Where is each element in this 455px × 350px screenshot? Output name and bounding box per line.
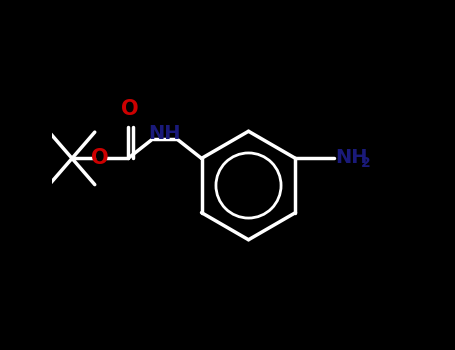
Text: O: O: [121, 99, 139, 119]
Text: NH: NH: [336, 148, 368, 167]
Text: 2: 2: [361, 156, 371, 170]
Text: NH: NH: [148, 124, 181, 144]
Text: O: O: [91, 148, 109, 168]
